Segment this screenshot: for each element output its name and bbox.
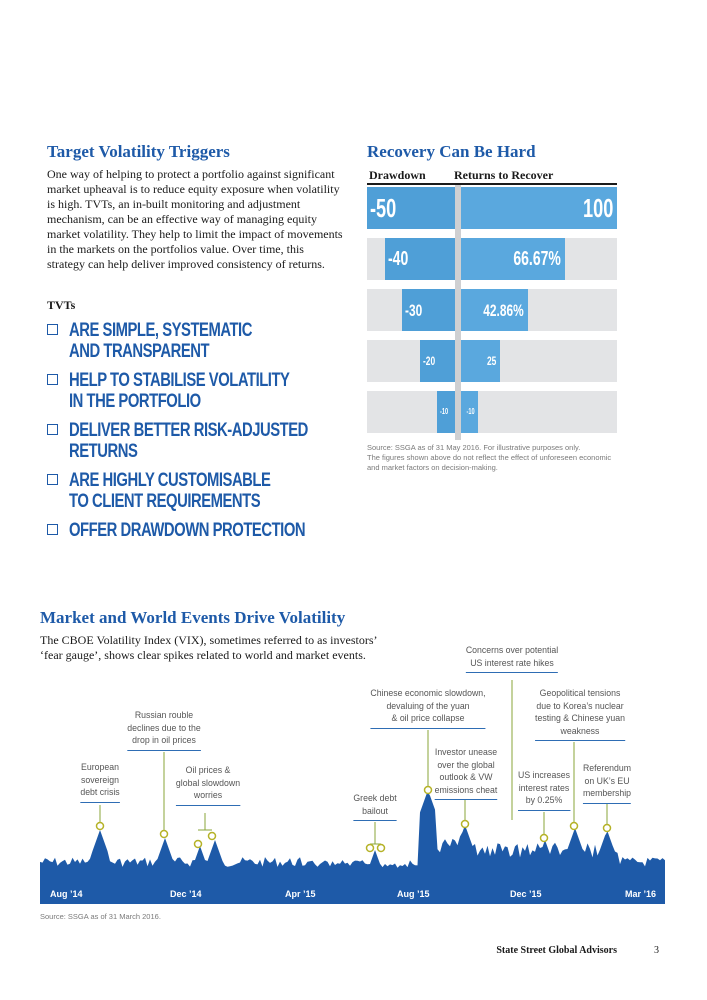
- drawdown-bar: [384, 238, 455, 280]
- recover-label: 25: [486, 354, 496, 368]
- checkbox-icon: [47, 374, 58, 385]
- recover-bar: [461, 187, 617, 229]
- market-source: Source: SSGA as of 31 March 2016.: [40, 912, 161, 921]
- checkbox-icon: [47, 324, 58, 335]
- vix-area: [40, 791, 665, 884]
- checkbox-icon: [47, 474, 58, 485]
- vix-annotation: Greek debt bailout: [353, 793, 397, 821]
- recover-bar: [461, 340, 500, 382]
- tvt-item: Are highly customisable to client requir…: [47, 470, 347, 512]
- recover-label: 100: [582, 193, 613, 223]
- checkbox-icon: [47, 524, 58, 535]
- recovery-source: Source: SSGA as of 31 May 2016. For illu…: [367, 443, 581, 452]
- vix-annotation: Russian rouble declines due to the drop in…: [127, 710, 201, 751]
- footer-brand: State Street Global Advisors: [496, 945, 617, 956]
- axis-label: Aug ’15: [397, 889, 430, 899]
- vix-annotation: Oil prices & global slowdown worries: [175, 765, 241, 806]
- drawdown-bar: [402, 289, 455, 331]
- col-drawdown: Drawdown: [369, 168, 426, 182]
- axis-label: Aug ’14: [50, 889, 83, 899]
- tvt-item-text: Help to stabilise volatility in the port…: [69, 370, 290, 412]
- recover-label: 66.67%: [513, 248, 562, 270]
- event-marker: [159, 829, 169, 839]
- recover-bar: [461, 391, 479, 433]
- market-paragraph: The CBOE Volatility Index (VIX), sometim…: [40, 633, 377, 662]
- recover-bar: [461, 289, 528, 331]
- checkbox-icon: [47, 424, 58, 435]
- event-marker: [602, 823, 612, 833]
- market-title: Market and World Events Drive Volatility: [40, 608, 346, 627]
- recovery-title: Recovery Can Be Hard: [367, 142, 536, 161]
- vix-annotation: Investor unease over the global outlook & …: [434, 747, 498, 800]
- recover-label: 42.86%: [483, 300, 524, 320]
- header-rule: [367, 183, 617, 185]
- vix-annotation: European sovereign debt crisis: [80, 762, 120, 803]
- recovery-note: The figures shown above do not reflect t…: [367, 453, 612, 472]
- recovery-row-bg: [367, 391, 617, 433]
- drawdown-label: -40: [387, 248, 408, 270]
- event-marker: [207, 831, 217, 841]
- axis-label: Dec ’15: [510, 889, 542, 899]
- tvt-list-heading: TVTs: [47, 298, 76, 312]
- event-marker: [539, 833, 549, 843]
- event-marker: [569, 821, 579, 831]
- axis-label: Apr ’15: [285, 889, 316, 899]
- vix-annotation: Concerns over potential US interest rate …: [465, 645, 559, 673]
- page-number: 3: [654, 945, 659, 956]
- vix-annotation: US increases interest rates by 0.25%: [518, 770, 570, 811]
- axis-label: Mar ’16: [625, 889, 657, 899]
- tvt-item-text: Offer drawdown protection: [69, 520, 306, 541]
- vix-axis-bar: [40, 884, 665, 904]
- tvt-item: Help to stabilise volatility in the port…: [47, 370, 347, 412]
- col-returns: Returns to Recover: [454, 168, 554, 182]
- event-marker: [95, 821, 105, 831]
- drawdown-bar: [367, 187, 455, 229]
- event-marker: [365, 843, 375, 853]
- event-marker: [376, 843, 386, 853]
- recover-bar: [461, 238, 565, 280]
- drawdown-label: -20: [422, 354, 435, 368]
- drawdown-label: -10: [440, 407, 449, 416]
- tvt-title: Target Volatility Triggers: [47, 142, 230, 161]
- tvt-item-text: Deliver better risk-adjusted returns: [69, 420, 308, 462]
- event-marker: [193, 839, 203, 849]
- drawdown-bar: [419, 340, 455, 382]
- drawdown-bar: [437, 391, 455, 433]
- tvt-item: Are simple, systematic and transparent: [47, 320, 347, 362]
- event-marker: [460, 819, 470, 829]
- recovery-divider: [455, 185, 461, 440]
- drawdown-label: -50: [370, 193, 397, 223]
- event-marker: [423, 785, 433, 795]
- tvt-list: Are simple, systematic and transparent H…: [47, 320, 347, 549]
- tvt-item: Offer drawdown protection: [47, 520, 347, 541]
- tvt-paragraph: One way of helping to protect a portfoli…: [47, 167, 343, 271]
- tvt-item-text: Are highly customisable to client requir…: [69, 470, 271, 512]
- tvt-item: Deliver better risk-adjusted returns: [47, 420, 347, 462]
- drawdown-label: -30: [405, 300, 423, 320]
- vix-annotation: Referendum on UK’s EU membership: [582, 763, 632, 804]
- tvt-item-text: Are simple, systematic and transparent: [69, 320, 252, 362]
- recover-label: -10: [466, 407, 475, 416]
- axis-label: Dec ’14: [170, 889, 202, 899]
- vix-annotation: Chinese economic slowdown, devaluing of t…: [370, 688, 486, 729]
- vix-annotation: Geopolitical tensions due to Korea’s nucl…: [535, 688, 625, 741]
